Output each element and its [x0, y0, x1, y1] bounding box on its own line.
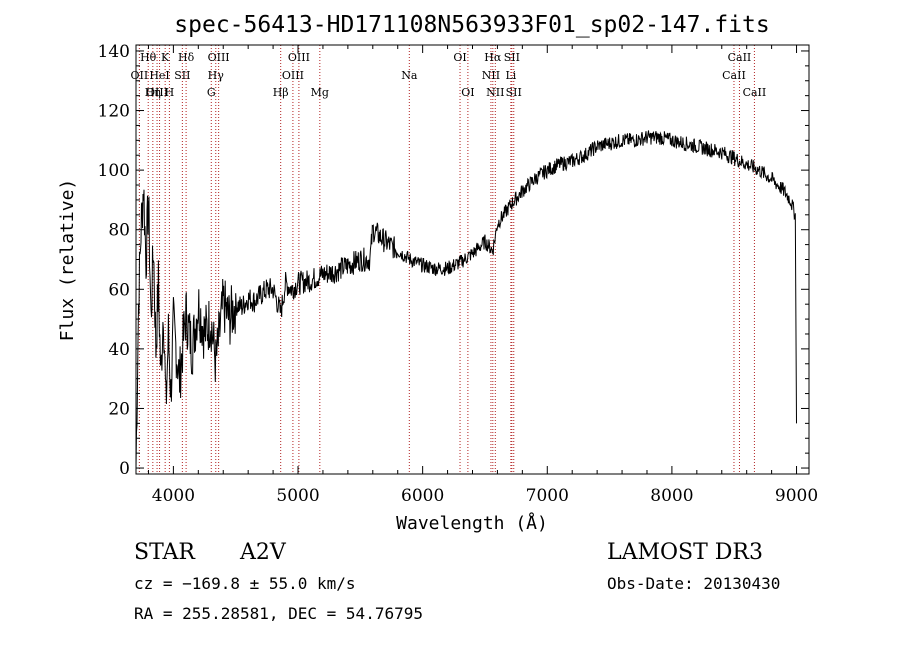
line-marker-label: NII: [482, 69, 500, 82]
line-marker-label: OIII: [282, 69, 304, 82]
y-tick-label: 0: [119, 459, 130, 479]
line-marker-label: OIII: [146, 86, 168, 99]
line-marker-label: K: [161, 51, 170, 64]
x-tick-label: 9000: [775, 486, 818, 506]
line-marker-label: OIII: [208, 51, 230, 64]
line-marker-label: CaII: [728, 51, 752, 64]
x-tick-label: 5000: [276, 486, 319, 506]
y-tick-label: 60: [108, 280, 130, 300]
line-marker-label: OII: [131, 69, 149, 82]
observation-date: Obs-Date: 20130430: [607, 574, 781, 593]
object-subclass: A2V: [240, 540, 286, 565]
line-marker-group: [138, 45, 755, 474]
line-marker-label: H: [165, 86, 175, 99]
coordinates: RA = 255.28581, DEC = 54.76795: [134, 604, 423, 623]
line-marker-label: SII: [174, 69, 190, 82]
line-marker-label: NII: [486, 86, 504, 99]
survey-name: LAMOST DR3: [607, 540, 763, 565]
redshift-velocity: cz = −169.8 ± 55.0 km/s: [134, 574, 356, 593]
y-axis-ticks: 0 20 40 60 80 100 120 140: [98, 42, 809, 479]
chart-title: spec-56413-HD171108N563933F01_sp02-147.f…: [174, 12, 769, 38]
x-tick-label: 8000: [650, 486, 693, 506]
line-marker-label: OI: [453, 51, 466, 64]
y-tick-label: 20: [108, 399, 130, 419]
x-tick-label: 4000: [152, 486, 195, 506]
line-marker-label: CaII: [743, 86, 767, 99]
x-axis-ticks: 4000 5000 6000 7000 8000 9000: [147, 45, 818, 506]
y-axis-label: Flux (relative): [57, 179, 78, 342]
spectrum-line: [135, 130, 797, 469]
line-marker-label: Hβ: [273, 86, 289, 99]
x-axis-label: Wavelength (Å): [396, 512, 548, 534]
line-marker-label: Hγ: [208, 69, 225, 82]
line-marker-label: G: [207, 86, 216, 99]
y-tick-label: 100: [98, 161, 130, 181]
line-marker-label: Hθ: [140, 51, 157, 64]
x-tick-label: 7000: [526, 486, 569, 506]
line-marker-label: SII: [506, 86, 522, 99]
line-marker-label: Hδ: [178, 51, 195, 64]
line-marker-label: Hη: [145, 86, 161, 99]
line-marker-label: Li: [505, 69, 516, 82]
y-tick-label: 140: [98, 42, 130, 62]
line-marker-label: HeI: [149, 69, 169, 82]
x-tick-label: 6000: [401, 486, 444, 506]
y-tick-label: 40: [108, 340, 130, 360]
line-marker-label: Na: [401, 69, 418, 82]
plot-frame: [135, 44, 810, 475]
y-tick-label: 120: [98, 102, 130, 122]
line-marker-label: OI: [461, 86, 474, 99]
y-tick-label: 80: [108, 221, 130, 241]
line-marker-label: OIII: [288, 51, 310, 64]
line-marker-label: Hα: [484, 51, 502, 64]
object-type: STAR: [134, 540, 195, 565]
line-marker-label: SII: [504, 51, 520, 64]
line-marker-label: Mg: [311, 86, 329, 99]
line-marker-label: CaII: [722, 69, 746, 82]
